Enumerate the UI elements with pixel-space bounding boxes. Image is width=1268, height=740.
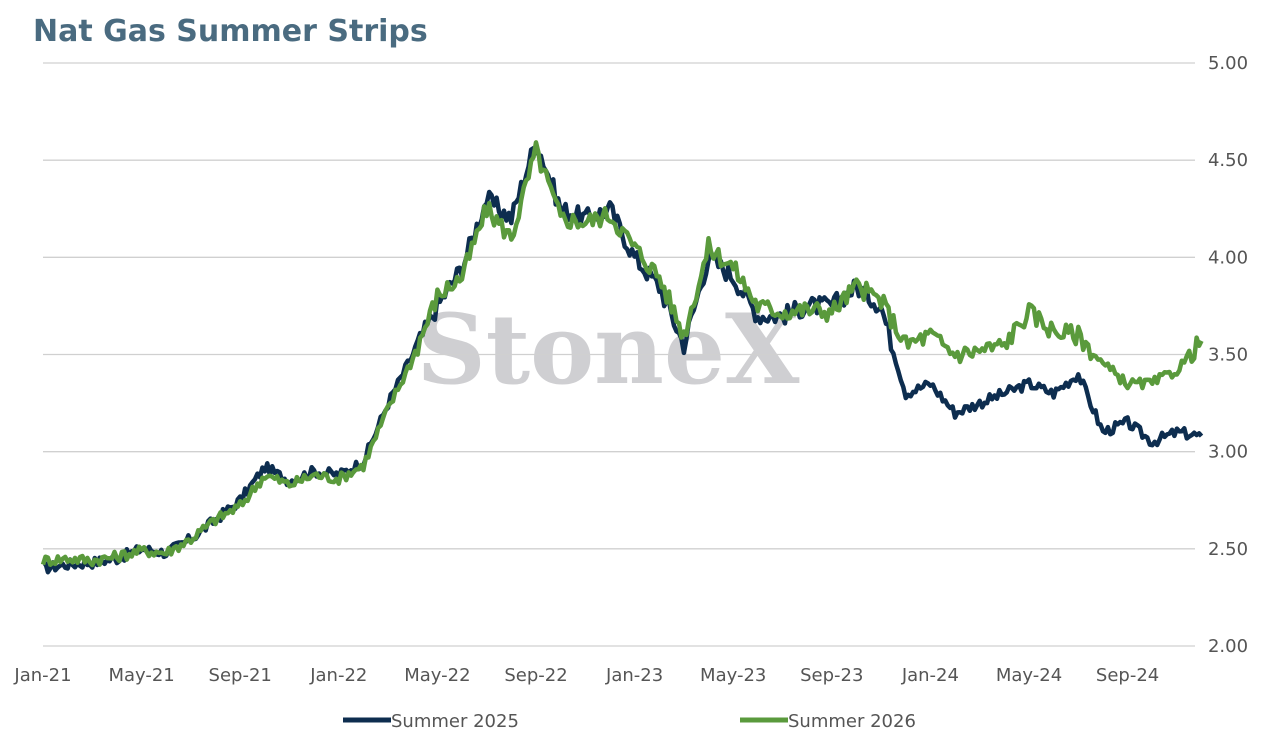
x-tick-label: May-21: [108, 665, 174, 686]
x-tick-label: May-23: [700, 665, 766, 686]
y-tick-label: 5.00: [1208, 53, 1248, 74]
series-lines: [40, 140, 1204, 575]
y-tick-label: 3.00: [1208, 442, 1248, 463]
y-tick-label: 2.00: [1208, 636, 1248, 657]
chart-title: Nat Gas Summer Strips: [33, 14, 428, 49]
x-tick-label: Jan-23: [605, 665, 663, 686]
y-tick-label: 4.50: [1208, 150, 1248, 171]
x-tick-label: Sep-22: [504, 665, 567, 686]
x-tick-label: Jan-24: [901, 665, 959, 686]
y-tick-label: 2.50: [1208, 539, 1248, 560]
x-tick-label: May-24: [996, 665, 1062, 686]
x-tick-label: Sep-24: [1096, 665, 1159, 686]
x-tick-label: Sep-23: [800, 665, 863, 686]
y-axis: 2.00 2.50 3.00 3.50 4.00 4.50 5.00: [1208, 53, 1248, 657]
x-tick-label: Jan-22: [309, 665, 367, 686]
series-line-2: [40, 140, 1204, 568]
y-tick-label: 3.50: [1208, 345, 1248, 366]
x-tick-label: May-22: [404, 665, 470, 686]
watermark: StoneX: [416, 293, 800, 406]
legend-label-2: Summer 2026: [788, 711, 916, 732]
x-tick-label: Sep-21: [209, 665, 272, 686]
grid-lines: [43, 62, 1195, 647]
x-tick-label: Jan-21: [13, 665, 71, 686]
y-tick-label: 4.00: [1208, 247, 1248, 268]
x-axis: Jan-21 May-21 Sep-21 Jan-22 May-22 Sep-22 Jan-…: [13, 665, 1159, 686]
legend-label-1: Summer 2025: [391, 711, 519, 732]
legend: Summer 2025 Summer 2026: [343, 711, 916, 732]
